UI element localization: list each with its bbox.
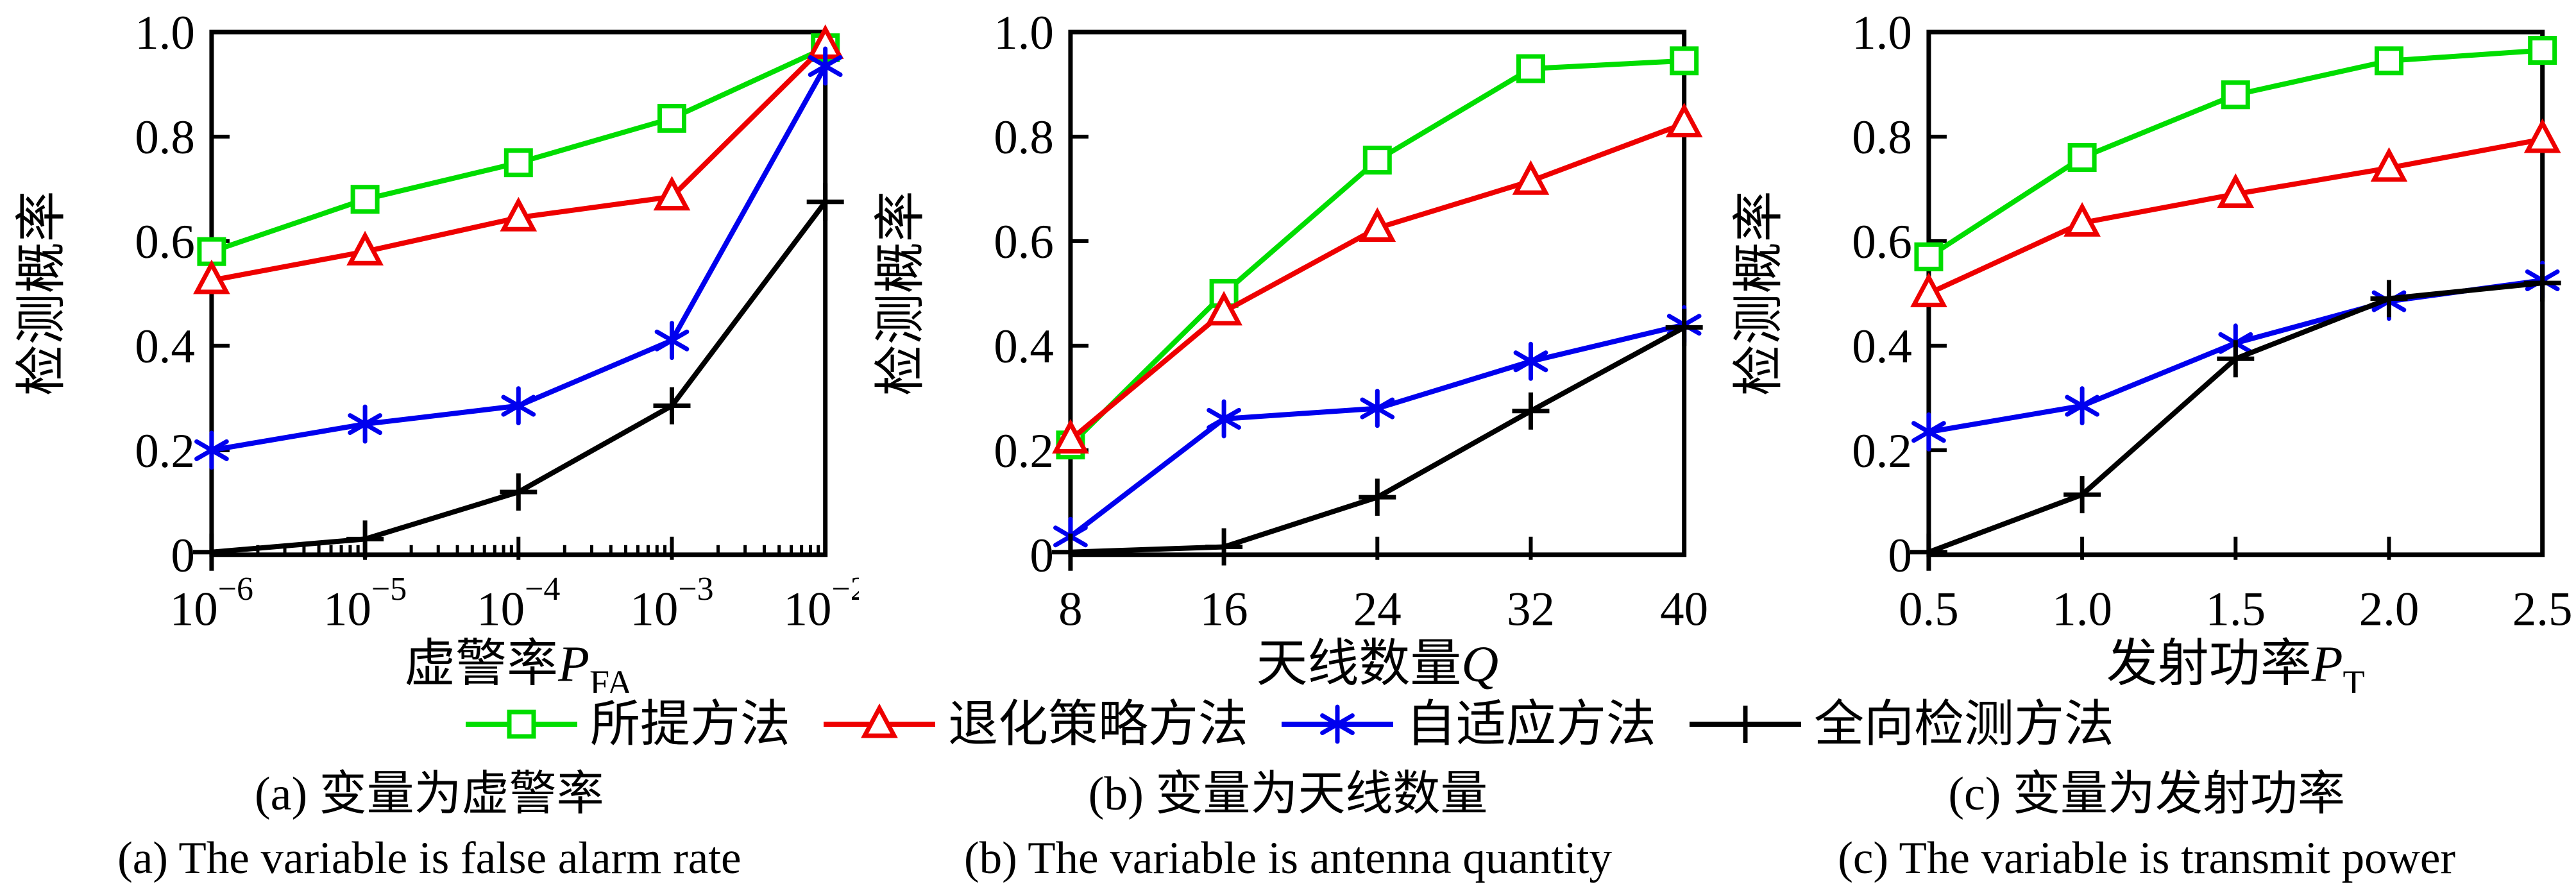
y-tick-label: 0.8	[135, 111, 195, 164]
y-tick-label: 0	[171, 529, 194, 582]
x-tick-label: 32	[1507, 583, 1555, 636]
legend-label: 全向检测方法	[1814, 695, 2115, 752]
x-tick-label: 8	[1058, 583, 1082, 636]
x-tick-label: 2.5	[2512, 583, 2573, 636]
chart-a: 0 0.2 0.4 0.6 0.8 1.0 10−6 10−5 10−4 10−3 10−2 虚警率P…	[0, 0, 859, 693]
y-axis-label: 检测概率	[873, 191, 929, 396]
x-tick-label: 10−5	[323, 571, 407, 636]
caption-b-zh: (b) 变量为天线数量	[1088, 767, 1488, 820]
y-tick-label: 0.2	[135, 425, 195, 478]
y-tick-label: 0.6	[135, 216, 195, 269]
charts-row: 0 0.2 0.4 0.6 0.8 1.0 10−6 10−5 10−4 10−3 10−2 虚警率P…	[0, 0, 2576, 693]
x-tick-label: 10−4	[477, 571, 560, 636]
legend-marker-square-icon	[465, 709, 577, 739]
legend-label: 退化策略方法	[947, 695, 1248, 752]
y-tick-label: 0.8	[1852, 111, 1913, 164]
caption-a: (a) 变量为虚警率 (a) The variable is false ala…	[0, 763, 859, 888]
x-tick-label: 10−2	[784, 571, 859, 636]
series-triangle	[1051, 103, 1703, 454]
captions-row: (a) 变量为虚警率 (a) The variable is false ala…	[0, 763, 2576, 888]
legend-item-degraded: 退化策略方法	[820, 699, 1248, 749]
legend-marker-asterisk-icon	[1282, 704, 1393, 744]
x-tick-label: 10−3	[630, 571, 713, 636]
x-axis-label: 发射功率PT	[2106, 636, 2365, 693]
y-tick-label: 0.8	[994, 111, 1054, 164]
y-tick-label: 0.6	[994, 216, 1054, 269]
y-axis-label: 检测概率	[1731, 191, 1788, 396]
legend-label: 自适应方法	[1406, 695, 1657, 752]
chart-c-plot: 0 0.2 0.4 0.6 0.8 1.0 0.5 1.0 1.5 2.0 2.5 发射功率PT 检测概…	[1731, 6, 2573, 693]
series-triangle	[193, 24, 844, 294]
caption-b-en: (b) The variable is antenna quantity	[963, 833, 1613, 883]
x-tick-label: 0.5	[1899, 583, 1959, 636]
legend-item-proposed: 所提方法	[462, 699, 790, 749]
caption-a-zh: (a) 变量为虚警率	[255, 767, 604, 820]
caption-c: (c) 变量为发射功率 (c) The variable is transmit…	[1717, 763, 2576, 888]
x-tick-label: 1.5	[2206, 583, 2266, 636]
chart-a-plot: 0 0.2 0.4 0.6 0.8 1.0 10−6 10−5 10−4 10−3 10−2 虚警率P…	[14, 6, 859, 693]
x-tick-label: 40	[1660, 583, 1708, 636]
y-tick-label: 0.4	[1852, 320, 1913, 373]
y-tick-label: 1.0	[135, 6, 195, 60]
y-tick-label: 0.2	[1852, 425, 1913, 478]
x-tick-label: 24	[1353, 583, 1401, 636]
x-tick-label: 2.0	[2359, 583, 2419, 636]
x-axis-label: 天线数量Q	[1256, 636, 1498, 693]
legend-item-omni: 全向检测方法	[1686, 699, 2114, 749]
chart-b: 0 0.2 0.4 0.6 0.8 1.0 8 16 24 32 40 天线数量Q 检测概率	[859, 0, 1718, 693]
series-plus	[1910, 264, 2561, 571]
series-square	[1914, 36, 2557, 271]
legend-marker-triangle-icon	[823, 703, 935, 738]
legend-label: 所提方法	[589, 695, 790, 752]
y-tick-label: 0.2	[994, 425, 1054, 478]
y-tick-label: 0.4	[135, 320, 195, 373]
caption-b: (b) 变量为天线数量 (b) The variable is antenna …	[859, 763, 1718, 888]
y-tick-label: 0.4	[994, 320, 1054, 373]
x-axis-label: 虚警率PFA	[404, 636, 633, 693]
y-axis-label: 检测概率	[14, 191, 71, 396]
chart-c: 0 0.2 0.4 0.6 0.8 1.0 0.5 1.0 1.5 2.0 2.5 发射功率PT 检测概…	[1717, 0, 2576, 693]
legend-marker-plus-icon	[1690, 705, 1802, 743]
x-tick-label: 1.0	[2053, 583, 2113, 636]
y-tick-label: 1.0	[994, 6, 1054, 60]
series-triangle	[1910, 118, 2561, 307]
legend-item-adaptive: 自适应方法	[1278, 699, 1656, 749]
x-tick-label: 16	[1199, 583, 1248, 636]
series-asterisk	[194, 46, 843, 470]
caption-c-en: (c) The variable is transmit power	[1838, 833, 2456, 883]
legend: 所提方法 退化策略方法 自适应方法 全向检测方法	[0, 697, 2576, 752]
y-tick-label: 1.0	[1852, 6, 1913, 60]
series-plus	[1051, 309, 1703, 571]
caption-c-zh: (c) 变量为发射功率	[1948, 767, 2345, 820]
series-plus	[192, 183, 844, 571]
caption-a-en: (a) The variable is false alarm rate	[117, 833, 741, 883]
y-tick-label: 0.6	[1852, 216, 1913, 269]
x-tick-label: 10−6	[170, 571, 253, 636]
chart-b-plot: 0 0.2 0.4 0.6 0.8 1.0 8 16 24 32 40 天线数量Q 检测概率	[873, 6, 1708, 693]
y-tick-label: 0	[1888, 529, 1912, 582]
series-asterisk	[1053, 305, 1702, 556]
y-tick-label: 0	[1030, 529, 1053, 582]
